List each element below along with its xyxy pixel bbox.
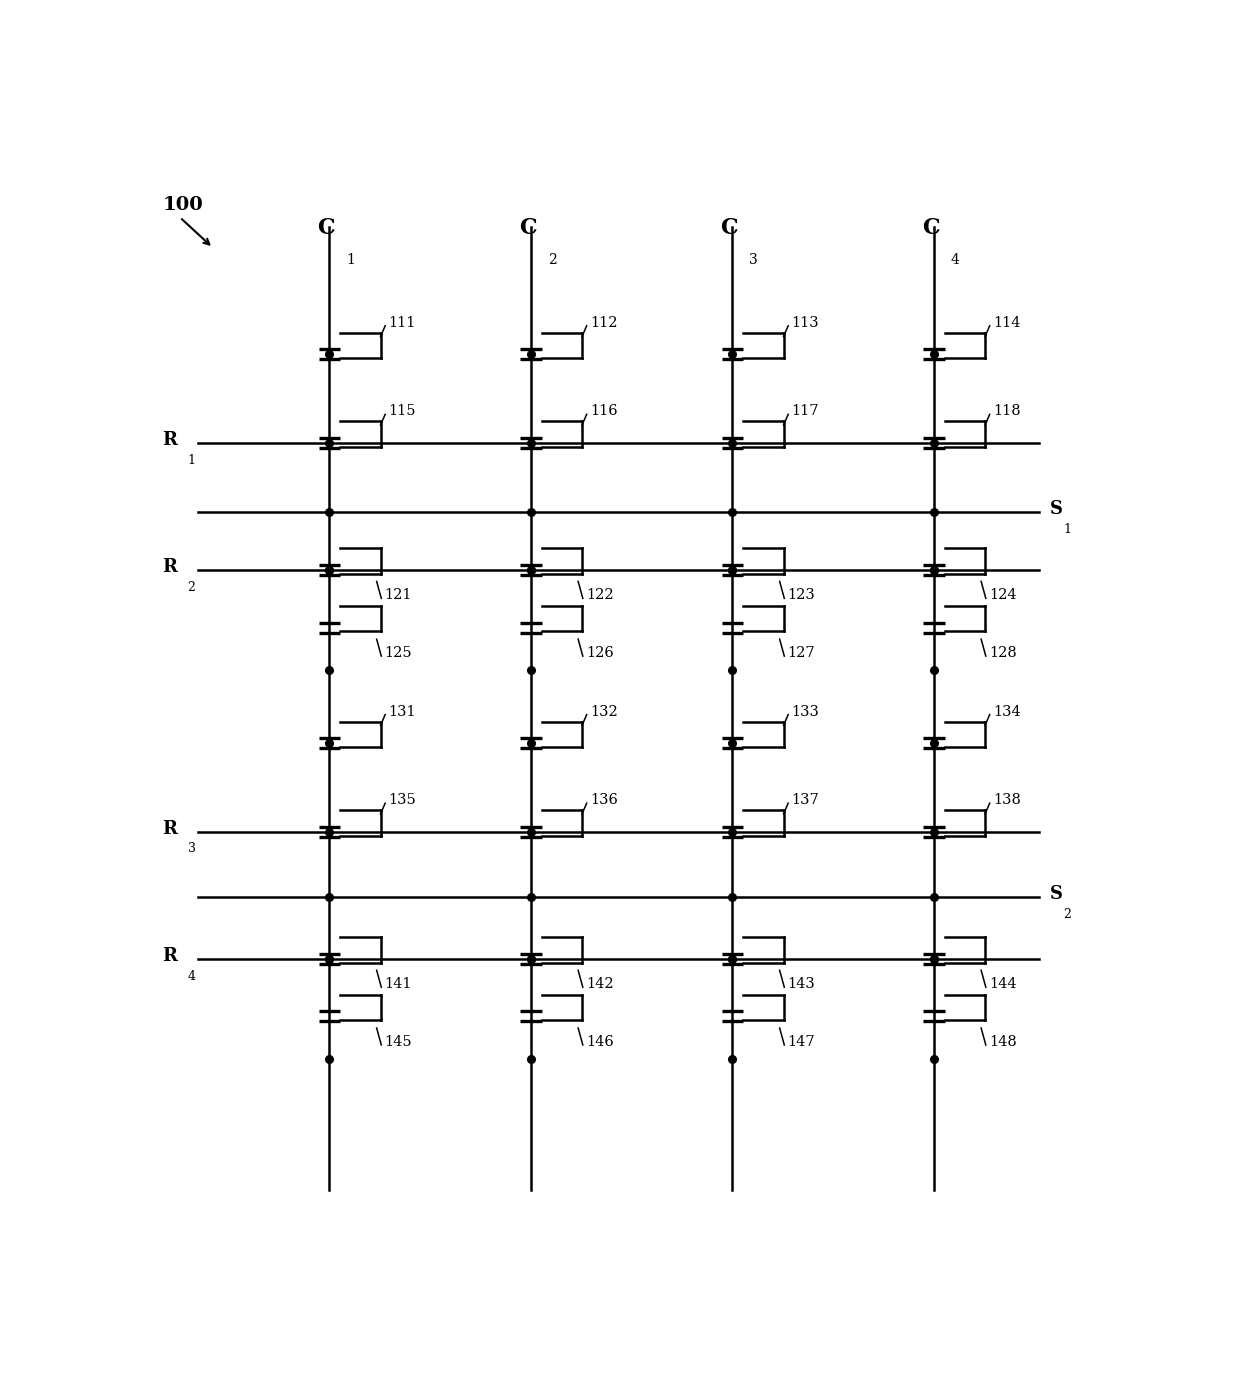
Text: 145: 145 [384,1035,412,1049]
Text: 4: 4 [951,252,960,266]
Text: 2: 2 [548,252,557,266]
Text: 133: 133 [791,705,820,719]
Text: 131: 131 [388,705,415,719]
Text: 116: 116 [590,404,618,418]
Text: 3: 3 [749,252,758,266]
Text: 114: 114 [993,316,1021,330]
Text: 115: 115 [388,404,415,418]
Text: 121: 121 [384,588,412,602]
Text: R: R [161,819,176,837]
Text: 126: 126 [585,646,614,660]
Text: 148: 148 [990,1035,1017,1049]
Text: 134: 134 [993,705,1021,719]
Text: 111: 111 [388,316,415,330]
Text: 141: 141 [384,976,412,992]
Text: R: R [161,947,176,964]
Text: 1: 1 [346,252,356,266]
Text: 100: 100 [162,196,203,215]
Text: 118: 118 [993,404,1021,418]
Text: 147: 147 [787,1035,815,1049]
Text: 2: 2 [1064,908,1071,921]
Text: 132: 132 [590,705,618,719]
Text: 127: 127 [787,646,815,660]
Text: 2: 2 [187,581,196,593]
Text: C: C [720,217,738,238]
Text: 137: 137 [791,793,820,807]
Text: 142: 142 [585,976,614,992]
Text: R: R [161,430,176,449]
Text: C: C [520,217,537,238]
Text: 135: 135 [388,793,417,807]
Text: 1: 1 [1064,522,1071,536]
Text: 124: 124 [990,588,1017,602]
Text: 128: 128 [990,646,1017,660]
Text: 144: 144 [990,976,1017,992]
Text: 113: 113 [791,316,818,330]
Text: 136: 136 [590,793,618,807]
Text: R: R [161,557,176,575]
Text: S: S [1050,885,1063,903]
Text: C: C [923,217,940,238]
Text: 117: 117 [791,404,818,418]
Text: 3: 3 [187,843,196,855]
Text: S: S [1050,500,1063,518]
Text: 143: 143 [787,976,815,992]
Text: 1: 1 [187,454,196,467]
Text: 4: 4 [187,970,196,982]
Text: C: C [317,217,335,238]
Text: 146: 146 [585,1035,614,1049]
Text: 125: 125 [384,646,412,660]
Text: 123: 123 [787,588,815,602]
Text: 112: 112 [590,316,618,330]
Text: 138: 138 [993,793,1021,807]
Text: 122: 122 [585,588,614,602]
